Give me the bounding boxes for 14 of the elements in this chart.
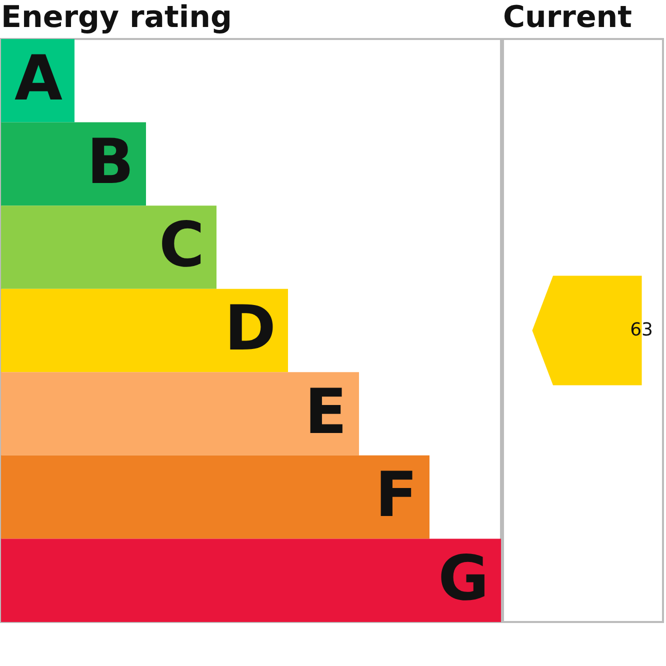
y-tick-label: C: [158, 208, 204, 282]
bar: [1, 455, 430, 539]
y-tick-label: D: [224, 292, 276, 364]
y-tick-label: G: [438, 541, 489, 614]
y-tick-label: B: [86, 124, 134, 198]
bar: [1, 288, 288, 372]
y-tick-label: F: [375, 458, 418, 532]
bar: [1, 372, 359, 456]
bar: [1, 206, 216, 289]
y-tick-label: A: [14, 42, 63, 115]
y-tick-label: E: [304, 374, 347, 448]
text: Current: [503, 0, 632, 35]
bar: [1, 538, 501, 622]
chart-title: Energy rating: [1, 0, 232, 35]
